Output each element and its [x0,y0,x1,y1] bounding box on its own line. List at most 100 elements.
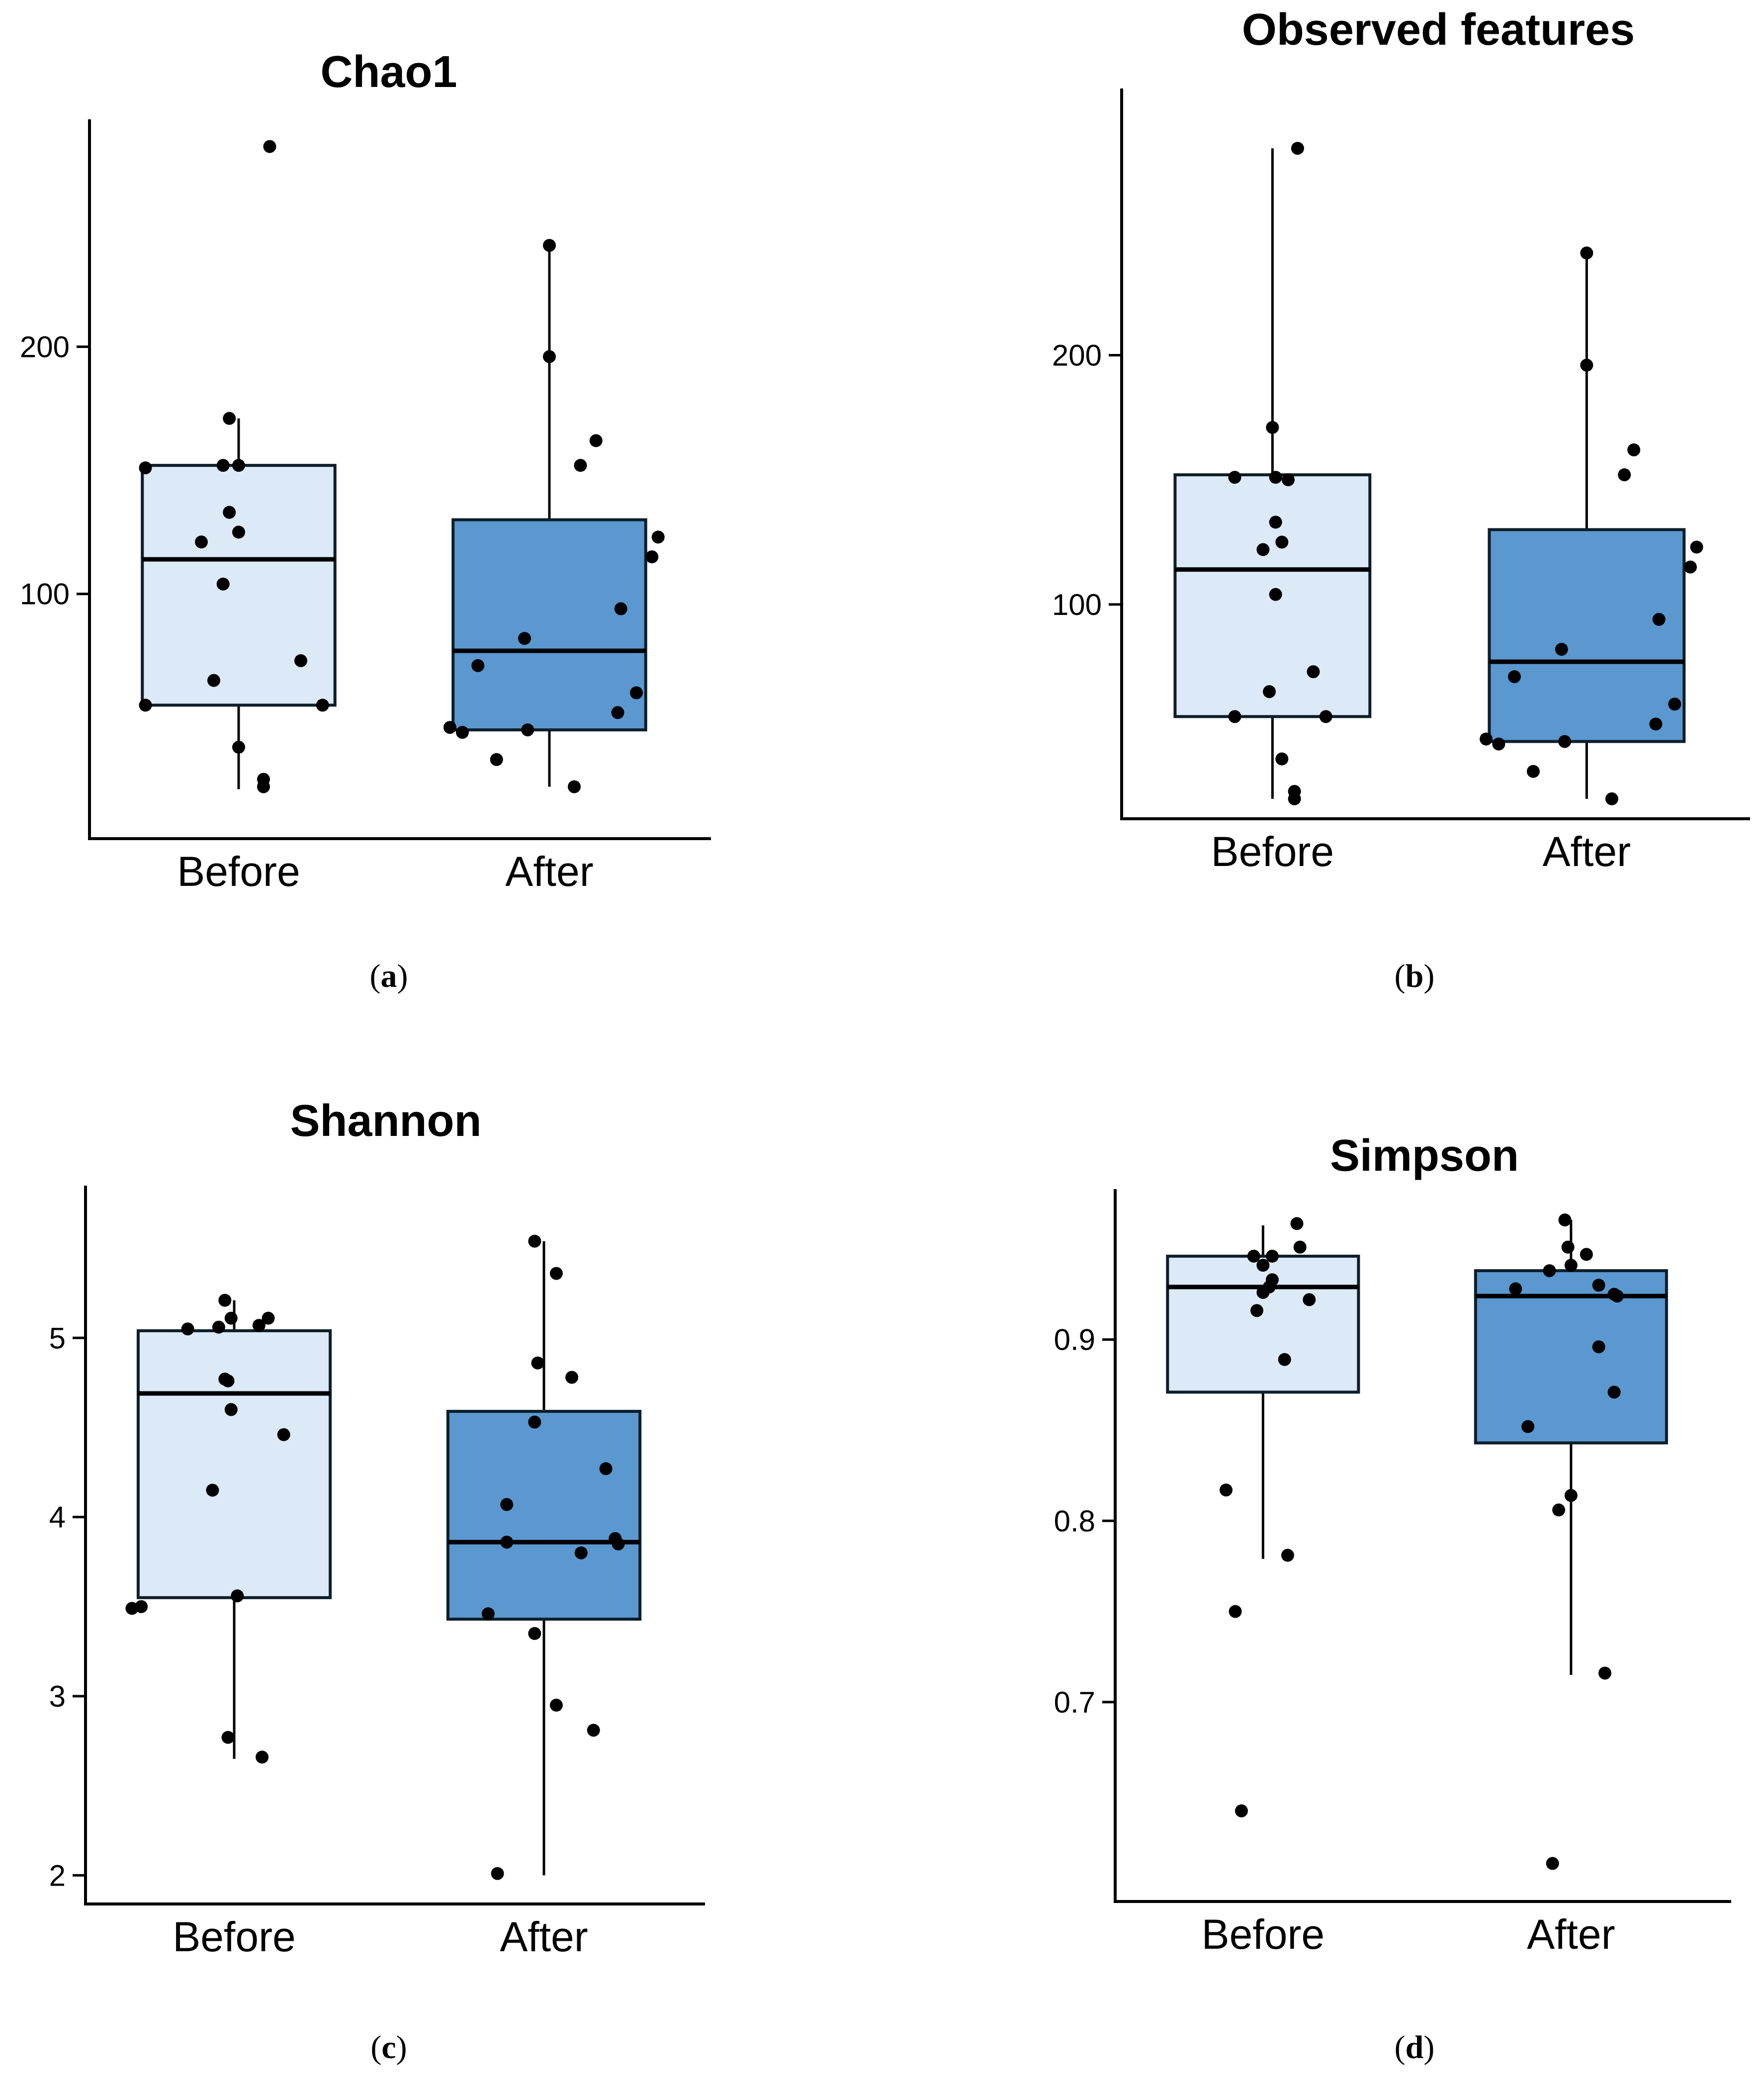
panel-d-point-before [1293,1240,1307,1254]
panel-d-point-after [1558,1213,1572,1226]
panel-d-point-before [1281,1549,1294,1562]
panel-b-point-before [1269,516,1282,529]
panel-a-point-after [589,434,603,447]
panel-b-point-after [1627,443,1641,456]
panel-a-point-after [456,726,469,739]
panel-c-point-after [612,1537,625,1551]
panel-b-point-before [1275,535,1289,549]
panel-c-point-before [135,1600,148,1613]
panel-c-ytick-label: 5 [49,1321,66,1355]
panel-c-xlabel-after: After [500,1913,588,1960]
panel-b-box-after [1488,528,1686,743]
panel-d-point-before [1256,1259,1270,1272]
panel-b-ytick-label: 200 [1052,339,1102,372]
panel-d-point-before [1220,1483,1233,1497]
panel-d-caption-letter: d [1406,2029,1424,2066]
panel-b-axes [1120,88,1750,820]
panel-b-point-after [1652,612,1666,626]
panel-c-plot: 2 3 4 5 Before After [49,1234,642,1960]
panel-b-plot: 100 200 Before After [1052,142,1703,875]
panel-c-point-before [224,1403,238,1416]
panel-d-point-after [1543,1264,1556,1278]
panel-d-point-before [1250,1304,1263,1317]
panel-d-point-after [1561,1240,1575,1254]
panel-c-point-after [481,1607,495,1621]
panel-c-point-after [500,1498,514,1511]
panel-c-point-before [206,1483,219,1497]
panel-b-point-before [1266,421,1279,434]
panel-d-point-after [1564,1489,1578,1502]
panel-a-point-before [232,525,245,539]
panel-a-point-after [645,550,659,564]
panel-a-plot: 100 200 Before After [20,140,665,895]
panel-d-ytick-label: 0.7 [1054,1686,1095,1719]
panel-b-point-after [1618,468,1631,482]
panel-b-point-before [1263,685,1276,698]
panel-c-point-before [212,1320,225,1334]
panel-b-point-after [1526,765,1540,778]
panel-a-point-after [521,723,534,737]
panel-a-box-after [451,518,647,732]
panel-c-caption: (c) [370,2029,407,2066]
panel-c-point-after [574,1546,588,1559]
panel-d-point-before [1256,1286,1270,1299]
panel-c-point-after [565,1371,579,1384]
panel-b-point-after [1690,540,1703,554]
panel-b-xlabel-after: After [1543,828,1631,875]
panel-d-box-before [1166,1254,1360,1394]
panel-d-point-after [1610,1290,1624,1303]
panel-c-point-before [221,1374,235,1387]
panel-b-point-before [1275,752,1289,766]
panel-a-point-before [223,506,236,519]
panel-a-point-before [139,461,152,475]
panel-a-axes [88,119,711,840]
panel-c-point-before [256,1750,269,1764]
panel-b-point-after [1649,717,1663,731]
panel-c-title: Shannon [290,1096,482,1146]
panel-c-xlabel-before: Before [173,1913,296,1960]
panel-a-ytick-label: 200 [20,330,70,363]
panel-c-point-after [587,1724,600,1737]
panel-c-point-before [224,1311,238,1325]
panel-b-point-before [1307,665,1320,679]
panel-b-ytick-label: 100 [1052,588,1102,621]
panel-b-point-before [1319,710,1332,723]
panel-b-point-after [1492,737,1505,751]
panel-b-point-after [1580,246,1593,259]
panel-d-point-after [1521,1420,1535,1433]
panel-b-point-before [1228,710,1241,723]
panel-b-point-after [1555,643,1568,656]
panel-d-point-before [1278,1353,1291,1366]
panel-b-point-after [1605,792,1618,805]
panel-c-box-before [136,1329,332,1599]
panel-b-point-after [1683,560,1697,574]
panel-b-point-before [1281,473,1295,487]
panel-d-point-after [1546,1857,1559,1870]
panel-b-point-before [1256,543,1270,556]
panel-b-point-after [1508,670,1521,684]
panel-a-point-before [257,780,270,793]
panel-d-point-after [1580,1248,1593,1261]
panel-a-ytick-label: 100 [20,578,70,611]
panel-d-caption: (d) [1395,2029,1435,2066]
panel-c-point-after [500,1536,514,1549]
panel-a-xlabel-after: After [505,848,593,895]
panel-a-xlabel-before: Before [177,848,300,895]
panel-a-box-before [141,464,337,707]
panel-d-point-after [1607,1385,1621,1399]
panel-a-point-before [223,412,236,425]
panel-d-ytick-label: 0.9 [1054,1323,1095,1357]
panel-a-point-after [611,706,624,719]
panel-d-point-before [1235,1804,1248,1817]
panel-c-point-before [277,1428,290,1441]
panel-d-point-before [1290,1217,1304,1230]
panel-b-point-before [1269,471,1282,484]
panel-a-point-before [207,674,220,687]
panel-a-point-before [195,535,208,549]
panel-a-point-before [216,577,230,591]
panel-d-axes [1114,1189,1731,1903]
panel-a-caption: (a) [370,958,408,994]
panel-a-caption-letter: a [381,958,397,994]
panel-b-point-before [1269,588,1282,601]
